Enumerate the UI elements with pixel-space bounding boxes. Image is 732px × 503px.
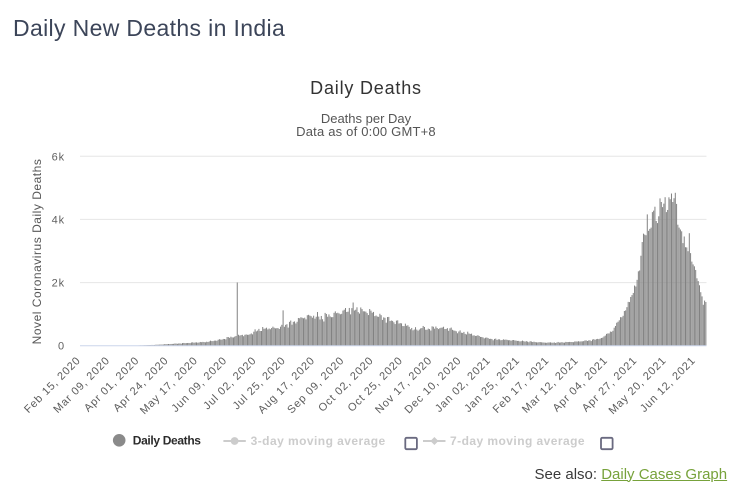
svg-text:2k: 2k: [52, 278, 65, 290]
svg-text:Novel Coronavirus Daily Deaths: Novel Coronavirus Daily Deaths: [30, 159, 44, 345]
svg-text:3-day moving average: 3-day moving average: [251, 434, 386, 448]
svg-text:Daily Deaths: Daily Deaths: [133, 434, 202, 448]
svg-text:0: 0: [58, 341, 65, 353]
svg-text:7-day moving average: 7-day moving average: [450, 434, 585, 448]
svg-text:6k: 6k: [52, 151, 65, 163]
svg-text:4k: 4k: [52, 214, 65, 226]
